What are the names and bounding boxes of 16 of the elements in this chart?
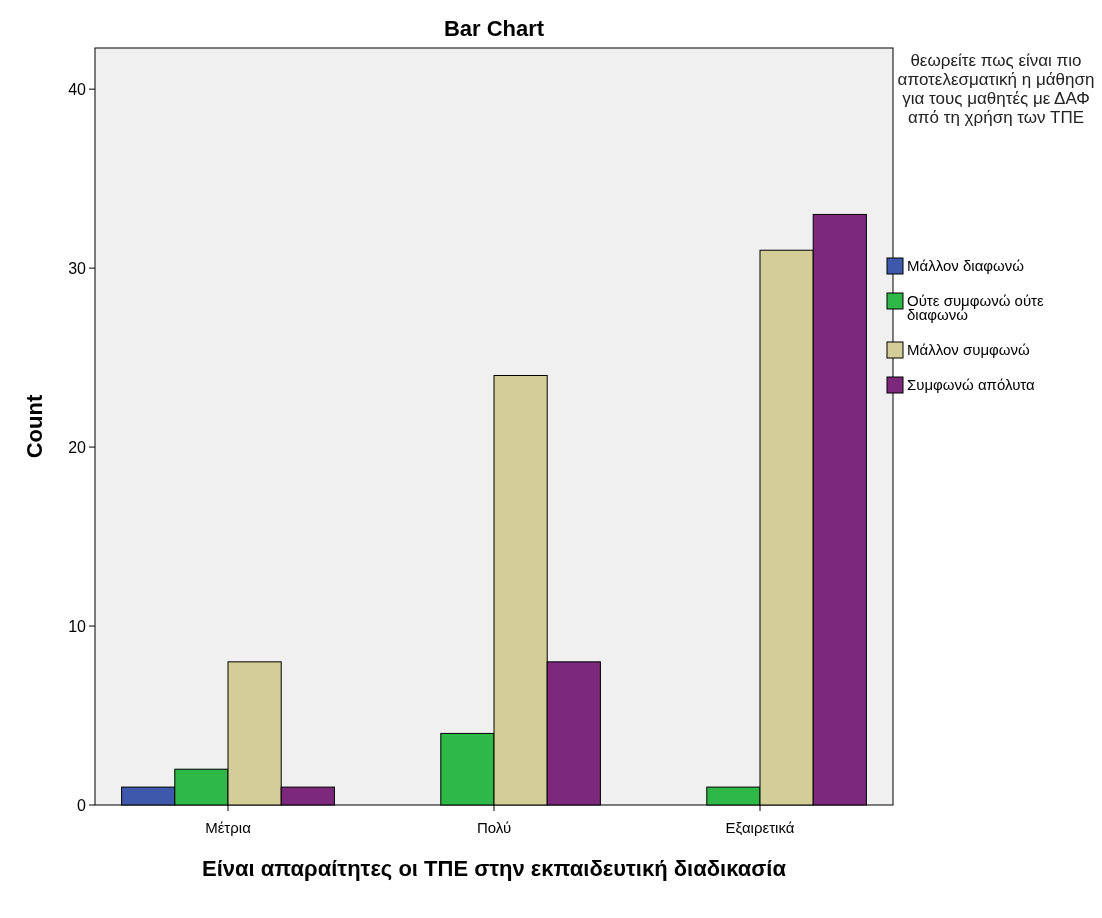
y-tick-label: 20 <box>68 438 87 456</box>
x-tick-label: Εξαιρετικά <box>725 819 795 836</box>
y-axis-title: Count <box>22 394 47 459</box>
y-tick-label: 0 <box>77 796 87 814</box>
y-tick-label: 30 <box>68 259 87 277</box>
x-tick-label: Πολύ <box>476 819 512 836</box>
y-tick-label: 40 <box>68 80 87 98</box>
x-axis-title: Είναι απαραίτητες οι ΤΠΕ στην εκπαιδευτική διαδικασία <box>202 856 787 881</box>
legend-label: Ούτε συμφωνώ ούτε διαφωνώ <box>907 292 1045 323</box>
chart-title: Bar Chart <box>443 16 545 41</box>
legend-label: Συμφωνώ απόλυτα <box>907 376 1036 393</box>
y-tick-label: 10 <box>68 617 87 635</box>
legend-label: Μάλλον διαφωνώ <box>907 257 1025 274</box>
legend-title: θεωρείτε πως είναι πιο αποτελεσματική η μάθηση για τους μαθητές με ΔΑΦ από τη χρήση των ΤΠΕ <box>897 51 1095 127</box>
x-tick-label: Μέτρια <box>205 819 252 836</box>
legend-label: Μάλλον συμφωνώ <box>907 341 1030 358</box>
